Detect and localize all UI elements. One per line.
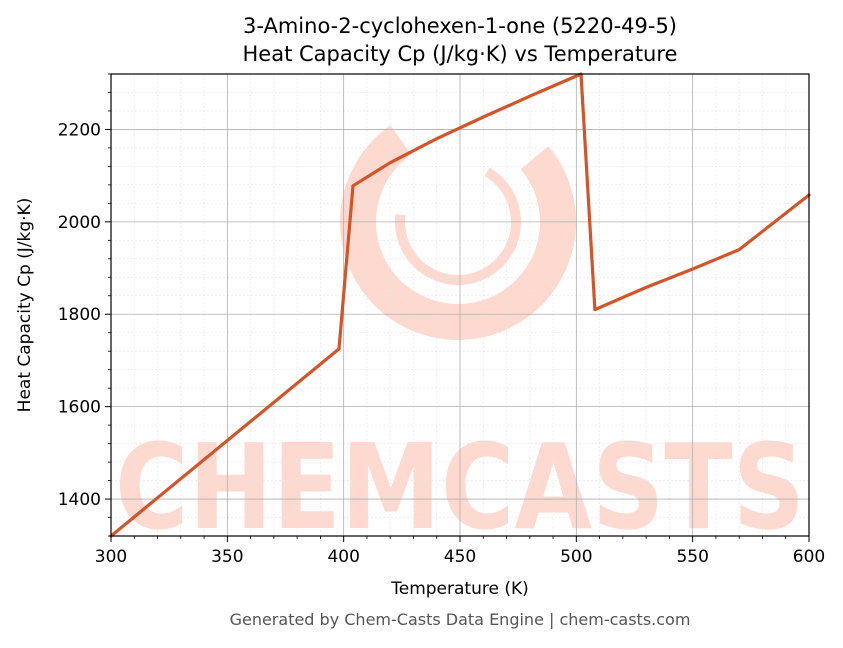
grid-major xyxy=(110,74,810,536)
chart-title-line2: Heat Capacity Cp (J/kg·K) vs Temperature xyxy=(243,42,678,66)
x-tick-label: 600 xyxy=(793,547,825,567)
series-layer xyxy=(109,72,811,538)
x-tick-label: 350 xyxy=(211,547,243,567)
y-axis: 1400 1600 1800 2000 2200 xyxy=(58,73,111,537)
x-tick-label: 400 xyxy=(327,547,359,567)
y-tick-label: 2000 xyxy=(58,213,101,233)
x-axis-label: Temperature (K) xyxy=(390,579,529,599)
y-tick-label: 1800 xyxy=(58,305,101,325)
x-axis: 300 350 400 450 500 550 600 xyxy=(95,536,825,567)
y-axis-label: Heat Capacity Cp (J/kg·K) xyxy=(15,198,35,413)
x-tick-label: 550 xyxy=(676,547,708,567)
x-tick-label: 450 xyxy=(444,547,476,567)
y-tick-label: 1400 xyxy=(58,490,101,510)
chart-title-line1: 3-Amino-2-cyclohexen-1-one (5220-49-5) xyxy=(243,14,677,38)
y-tick-label: 2200 xyxy=(58,120,101,140)
x-tick-label: 300 xyxy=(95,547,127,567)
y-tick-label: 1600 xyxy=(58,398,101,418)
footer-credit: Generated by Chem-Casts Data Engine | ch… xyxy=(230,610,691,629)
series-line xyxy=(109,72,811,538)
x-tick-label: 500 xyxy=(560,547,592,567)
